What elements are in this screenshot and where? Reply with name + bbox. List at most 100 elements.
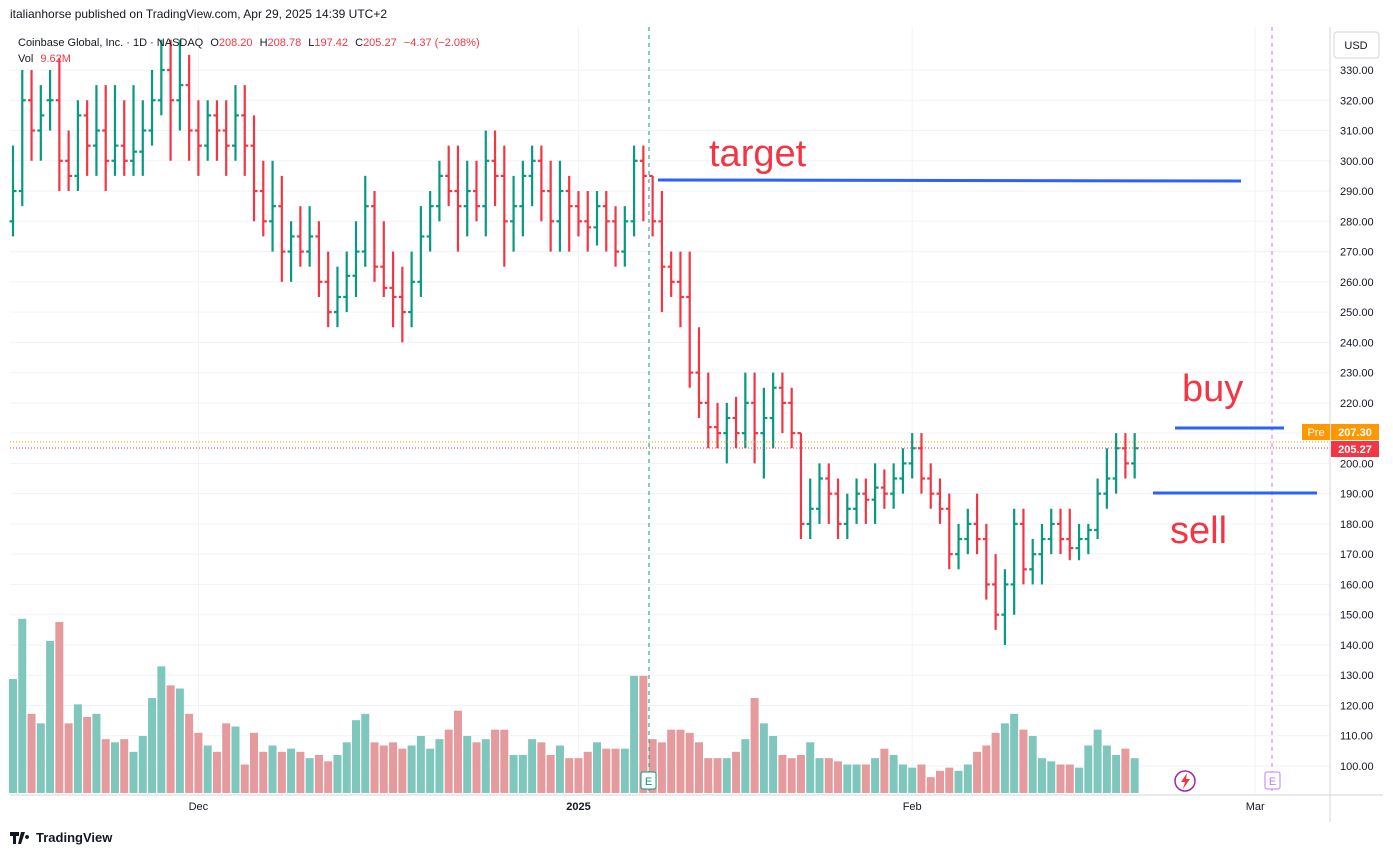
volume-bar <box>750 698 759 793</box>
ohlc-bar <box>287 221 295 282</box>
volume-bar <box>861 764 870 793</box>
earnings-marker-feb[interactable]: E <box>640 771 657 790</box>
ohlc-bar <box>426 191 434 252</box>
volume-bar <box>342 742 351 793</box>
volume-bar <box>806 742 815 793</box>
price-tick-label: 140.00 <box>1340 640 1374 652</box>
tradingview-logo-icon <box>10 831 30 844</box>
volume-bar <box>926 777 935 793</box>
volume-bar <box>472 742 481 793</box>
volume-bar <box>305 758 314 793</box>
ohlc-bar <box>204 100 212 161</box>
ohlc-bar <box>973 493 981 555</box>
ohlc-bar <box>176 39 184 131</box>
volume-bar <box>46 641 55 793</box>
ohlc-bar <box>547 160 555 252</box>
ohlc-bar <box>231 85 239 161</box>
ohlc-bar <box>760 387 768 479</box>
time-axis[interactable]: Dec2025FebMarAprMay <box>189 801 1393 813</box>
volume-value: 9.62M <box>40 53 71 65</box>
publisher-header: italianhorse published on TradingView.co… <box>10 7 388 21</box>
ohlc-bar <box>602 191 610 252</box>
buy-annotation[interactable]: buy <box>1182 368 1243 410</box>
volume-bar <box>787 758 796 793</box>
ohlc-bar <box>352 221 360 297</box>
price-tick-label: 270.00 <box>1340 247 1374 259</box>
ohlc-bar <box>139 100 147 176</box>
earnings-marker-may[interactable]: E <box>1264 771 1281 790</box>
sell-annotation[interactable]: sell <box>1170 510 1227 552</box>
ohlc-bar <box>473 160 480 222</box>
volume-bar <box>778 755 787 793</box>
svg-text:Vol 9.62M: Vol 9.62M <box>18 53 71 65</box>
ohlc-bar <box>28 70 36 161</box>
price-tick-label: 220.00 <box>1340 398 1374 410</box>
ohlc-bar <box>148 70 156 146</box>
target-annotation[interactable]: target <box>709 133 807 175</box>
volume-bar <box>36 723 45 793</box>
ohlc-bar <box>778 372 786 434</box>
volume-bar <box>945 767 954 793</box>
ohlc-bar <box>445 145 453 207</box>
volume-bar <box>852 764 861 793</box>
time-tick-label: Feb <box>903 801 922 813</box>
ohlc-bar <box>454 145 462 252</box>
ohlc-bar <box>278 175 286 282</box>
price-tick-label: 100.00 <box>1340 761 1374 773</box>
ohlc-bar <box>157 39 165 116</box>
currency-button[interactable]: USD <box>1333 31 1380 59</box>
ohlc-bar <box>213 100 221 161</box>
ohlc-bar <box>222 100 230 176</box>
price-tick-label: 180.00 <box>1340 519 1374 531</box>
volume-bar <box>546 755 555 793</box>
volume-bar <box>694 742 703 793</box>
volume-bar <box>574 758 583 793</box>
volume-bar <box>982 745 991 793</box>
ohlc-bar <box>55 57 63 192</box>
volume-bar <box>528 739 537 793</box>
volume-bar <box>657 742 666 793</box>
ohlc-bar <box>120 100 128 176</box>
volume-bar <box>908 767 917 793</box>
volume-bar <box>379 745 388 793</box>
volume-bar <box>583 751 592 793</box>
volume-bar <box>212 751 221 793</box>
plot-area[interactable] <box>10 27 1330 795</box>
volume-bar <box>1056 764 1065 793</box>
volume-bar <box>222 723 231 793</box>
volume-bar <box>1084 745 1093 793</box>
volume-bar <box>991 732 1000 793</box>
ohlc-bar <box>1010 508 1018 615</box>
price-tick-label: 170.00 <box>1340 549 1374 561</box>
ohlc-bar <box>1103 448 1111 509</box>
volume-bar <box>491 729 500 793</box>
volume-bar <box>880 748 889 793</box>
target-line[interactable] <box>657 178 1242 183</box>
ohlc-bar <box>723 402 731 464</box>
price-axis[interactable]: 100.00 110.00 120.00 130.00 140.00 150.00 160.… <box>1340 65 1374 773</box>
ohlc-bar <box>167 39 175 161</box>
volume-bars <box>9 618 1139 793</box>
volume-bar <box>936 770 944 793</box>
volume-bar <box>259 751 268 793</box>
volume-bar <box>963 764 972 793</box>
news-bolt-icon[interactable] <box>1174 770 1196 792</box>
volume-bar <box>704 758 713 793</box>
ohlc-bar <box>593 191 601 246</box>
last-price-label: 205.27 <box>1331 441 1379 457</box>
volume-bar <box>509 755 518 793</box>
ohlc-bar <box>584 191 592 252</box>
volume-bar <box>648 739 657 793</box>
volume-bar <box>639 675 648 793</box>
ohlc-bar <box>83 100 91 176</box>
legend-low: 197.42 <box>314 37 348 49</box>
volume-bar <box>73 704 82 793</box>
ohlc-bar <box>945 493 953 570</box>
legend: Coinbase Global, Inc. · 1D · NASDAQ O208… <box>18 37 480 65</box>
volume-bar <box>518 755 527 793</box>
ohlc-bar <box>1094 478 1102 540</box>
ohlc-bar <box>630 145 638 237</box>
ohlc-bar <box>853 478 861 524</box>
volume-bar <box>296 751 305 793</box>
